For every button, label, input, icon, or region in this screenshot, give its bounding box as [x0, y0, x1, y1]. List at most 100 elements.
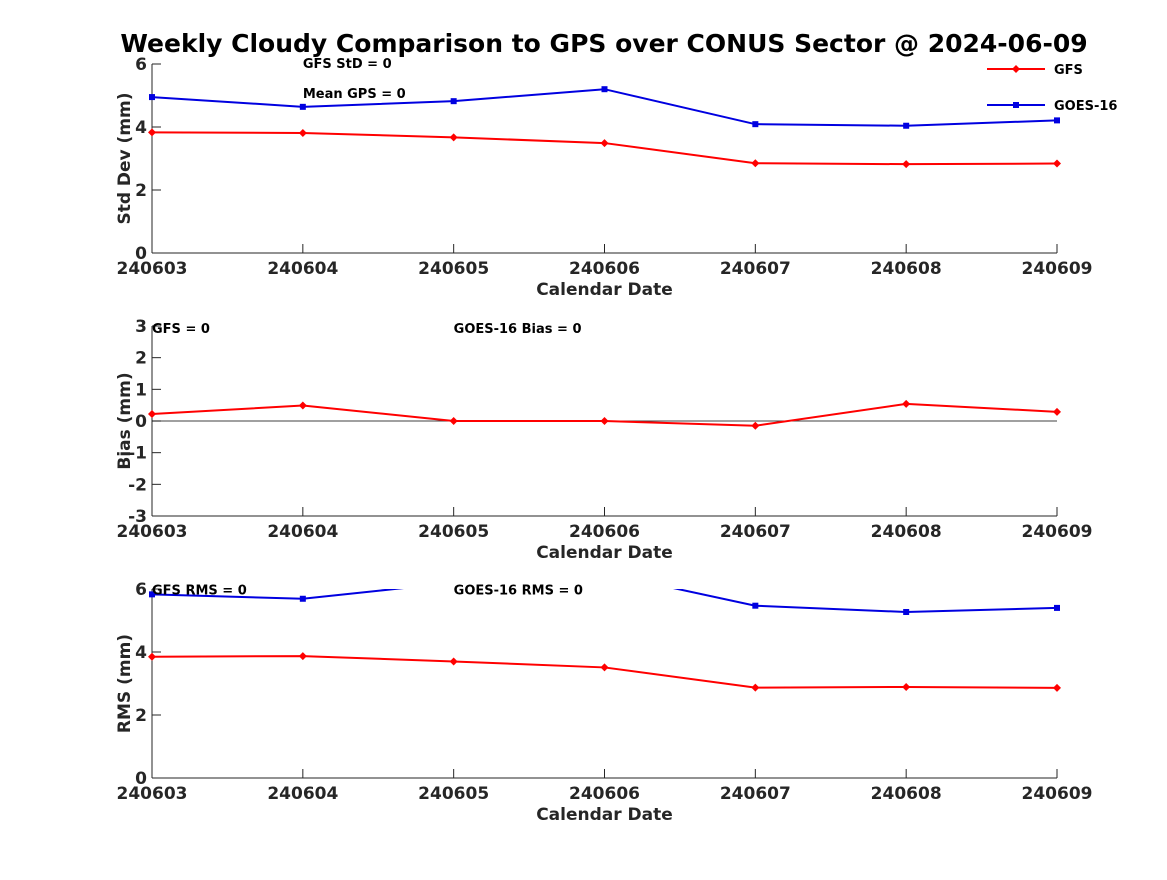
y-tick-label: 0 [135, 769, 147, 789]
x-axis-label: Calendar Date [536, 543, 673, 563]
annotation: GOES-16 RMS = 0 [454, 584, 583, 599]
y-tick-label: 2 [135, 706, 147, 726]
y-tick-label: 0 [135, 412, 147, 432]
chart-legend: GFS GOES-16 [987, 63, 1117, 114]
data-point-gfs [600, 417, 609, 425]
data-point-gfs [902, 399, 911, 408]
y-tick-label: 4 [135, 118, 147, 138]
legend-marker-gfs [1012, 65, 1020, 73]
data-point-gfs [902, 682, 911, 691]
x-tick-label: 240604 [267, 522, 338, 542]
y-tick-label: 6 [135, 580, 147, 600]
series-line-goes-16 [151, 88, 1058, 127]
y-tick-label: 6 [135, 55, 147, 75]
y-axis-label: Bias (mm) [115, 372, 135, 469]
panel-rms: 0 2 4 6 240603 240604 240605 240606 240607 240608… [115, 580, 1093, 825]
y-tick-label: -1 [128, 444, 147, 464]
data-point-gfs [751, 683, 760, 692]
data-point-goes-16 [601, 86, 608, 93]
chart-title: Weekly Cloudy Comparison to GPS over CON… [120, 29, 1087, 58]
y-tick-label: 0 [135, 244, 147, 264]
y-tick-label: 1 [135, 380, 147, 400]
data-point-goes-16 [1054, 117, 1060, 124]
annotation: GFS RMS = 0 [152, 584, 247, 599]
x-tick-label: 240607 [720, 522, 791, 542]
y-tick-label: 2 [135, 349, 147, 369]
data-point-gfs [298, 652, 307, 661]
y-tick-label: 4 [135, 643, 147, 663]
x-tick-label: 240603 [117, 784, 188, 804]
x-tick-label: 240608 [871, 259, 942, 279]
x-tick-label: 240604 [267, 784, 338, 804]
data-point-gfs [449, 417, 458, 425]
plot-area [148, 589, 1061, 692]
x-tick-label: 240608 [871, 522, 942, 542]
annotation: Mean GPS = 0 [303, 87, 406, 102]
x-tick-label: 240607 [720, 784, 791, 804]
data-point-gfs [449, 133, 458, 142]
data-point-goes-16 [903, 608, 910, 615]
data-point-goes-16 [752, 121, 759, 128]
x-tick-label: 240608 [871, 784, 942, 804]
data-point-gfs [1053, 683, 1061, 692]
data-point-gfs [148, 410, 156, 419]
data-point-gfs [298, 128, 307, 137]
data-point-gfs [449, 657, 458, 666]
data-point-gfs [148, 128, 156, 137]
legend-label-goes-16: GOES-16 [1054, 99, 1117, 114]
data-point-gfs [1053, 159, 1061, 168]
annotation: GOES-16 Bias = 0 [454, 322, 582, 337]
series-line-gfs [151, 131, 1058, 166]
y-tick-label: 2 [135, 181, 147, 201]
x-tick-label: 240606 [569, 522, 640, 542]
x-tick-label: 240605 [418, 784, 489, 804]
series-line-goes-16 [151, 589, 1058, 613]
y-axis-label: RMS (mm) [115, 634, 135, 733]
x-tick-label: 240603 [117, 522, 188, 542]
data-point-goes-16 [903, 122, 910, 129]
x-tick-label: 240606 [569, 784, 640, 804]
data-point-gfs [1053, 407, 1061, 416]
annotation: GFS = 0 [152, 322, 210, 337]
x-axis-label: Calendar Date [536, 280, 673, 300]
x-tick-label: 240607 [720, 259, 791, 279]
data-point-gfs [902, 160, 911, 169]
data-point-goes-16 [299, 103, 306, 110]
data-point-gfs [600, 663, 609, 672]
data-point-goes-16 [149, 591, 155, 598]
data-point-gfs [751, 421, 760, 430]
data-point-goes-16 [149, 94, 155, 101]
x-tick-label: 240605 [418, 259, 489, 279]
legend-marker-goes-16 [1013, 102, 1019, 108]
data-point-goes-16 [299, 595, 306, 602]
x-tick-label: 240606 [569, 259, 640, 279]
data-point-goes-16 [1054, 604, 1060, 611]
panel-std-dev: 0 2 4 6 240603 240604 240605 240606 240607 240608… [115, 55, 1092, 300]
data-point-gfs [600, 139, 609, 148]
x-tick-label: 240605 [418, 522, 489, 542]
data-point-gfs [751, 159, 760, 168]
annotation: GFS StD = 0 [303, 57, 392, 72]
x-tick-label: 240609 [1022, 259, 1093, 279]
data-point-goes-16 [450, 98, 457, 105]
x-axis-label: Calendar Date [536, 805, 673, 825]
series-line-gfs [151, 655, 1058, 689]
y-tick-label: 3 [135, 317, 147, 337]
plot-area [148, 399, 1061, 430]
x-tick-label: 240609 [1022, 784, 1093, 804]
data-point-goes-16 [752, 602, 759, 609]
x-tick-label: 240609 [1022, 522, 1093, 542]
plot-area [148, 86, 1061, 169]
legend-label-gfs: GFS [1054, 63, 1083, 78]
y-tick-label: -2 [128, 475, 147, 495]
data-point-gfs [298, 401, 307, 410]
data-point-gfs [148, 652, 156, 661]
panel-bias: -3 -2 -1 0 1 2 3 240603 240604 240605 240606 240607… [115, 317, 1092, 563]
x-tick-label: 240604 [267, 259, 338, 279]
y-tick-label: -3 [128, 507, 147, 527]
y-axis-label: Std Dev (mm) [115, 92, 135, 224]
x-tick-label: 240603 [117, 259, 188, 279]
